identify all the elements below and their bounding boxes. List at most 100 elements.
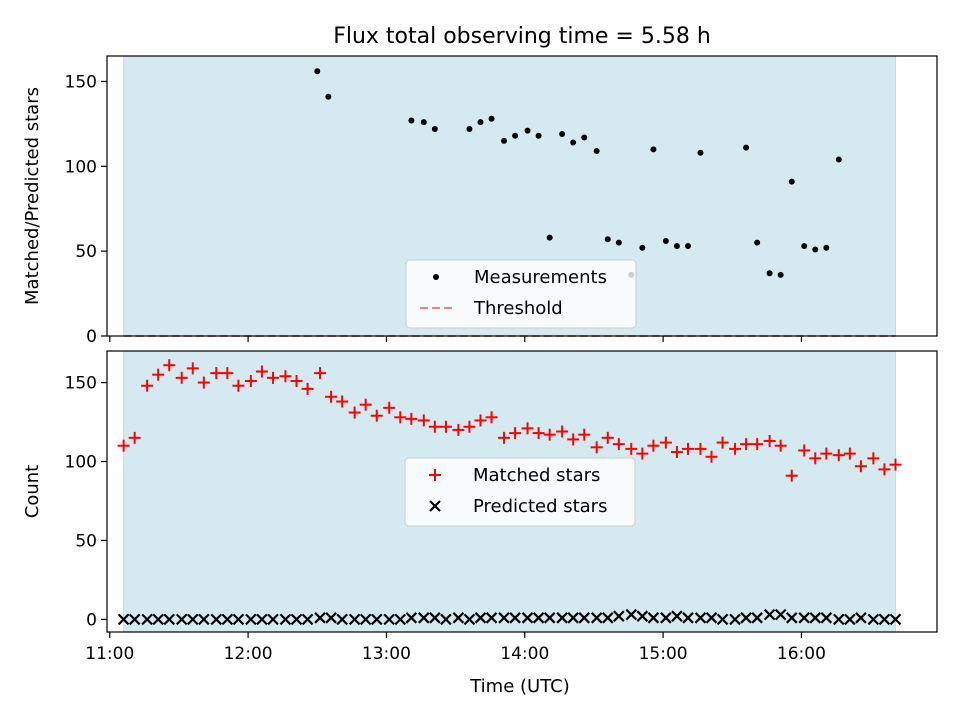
predicted-star-point bbox=[301, 613, 314, 626]
predicted-star-point-b bbox=[878, 613, 891, 626]
y-tick-label: 50 bbox=[75, 242, 97, 262]
matched-star-point bbox=[244, 374, 257, 387]
y-tick-label: 100 bbox=[65, 157, 97, 177]
predicted-star-point-b bbox=[647, 612, 660, 624]
matched-star-point bbox=[383, 401, 396, 414]
predicted-star-point bbox=[671, 610, 683, 622]
predicted-star-point-b bbox=[141, 613, 153, 626]
matched-star-point bbox=[428, 420, 441, 433]
legend-swatch-plus bbox=[429, 469, 441, 481]
measurement-point bbox=[754, 239, 761, 246]
star-count-points bbox=[117, 359, 902, 626]
matched-star-point bbox=[659, 436, 672, 449]
predicted-star-point-b bbox=[578, 612, 591, 624]
predicted-star-point-b bbox=[348, 613, 361, 626]
predicted-star-point bbox=[175, 613, 188, 626]
matched-star-point bbox=[485, 411, 498, 424]
measurement-point bbox=[512, 132, 519, 139]
predicted-star-point bbox=[798, 612, 810, 624]
y-tick-label: 0 bbox=[86, 610, 97, 630]
predicted-star-point bbox=[370, 613, 383, 626]
predicted-star-point bbox=[613, 610, 625, 622]
predicted-star-point bbox=[729, 613, 741, 626]
predicted-star-point bbox=[186, 613, 199, 626]
measurement-point bbox=[581, 134, 588, 141]
matched-star-point bbox=[197, 376, 210, 389]
predicted-star-point bbox=[809, 612, 822, 624]
predicted-star-point bbox=[601, 612, 614, 624]
matched-star-point bbox=[889, 458, 902, 471]
predicted-star-point-b bbox=[301, 613, 314, 626]
legend-label: Threshold bbox=[473, 298, 563, 319]
matched-star-point bbox=[175, 371, 188, 384]
predicted-star-point-b bbox=[394, 613, 407, 626]
predicted-star-point-b bbox=[625, 608, 638, 621]
predicted-star-point bbox=[314, 612, 326, 624]
measurement-point bbox=[488, 115, 495, 122]
matched-star-point bbox=[186, 362, 199, 375]
predicted-star-point-b bbox=[221, 613, 234, 626]
legend-label: Measurements bbox=[474, 267, 607, 288]
matched-star-point bbox=[405, 412, 418, 425]
predicted-star-point-b bbox=[186, 613, 199, 626]
legend-swatch-x-b bbox=[429, 500, 441, 512]
matched-star-point bbox=[729, 442, 742, 455]
chart-title: Flux total observing time = 5.58 h bbox=[333, 24, 711, 49]
predicted-star-point-b bbox=[245, 613, 257, 626]
measurement-point bbox=[604, 236, 611, 243]
matched-star-point bbox=[417, 414, 430, 427]
measurement-point bbox=[501, 137, 508, 144]
predicted-star-point-b bbox=[498, 612, 510, 624]
predicted-star-point-b bbox=[694, 612, 707, 624]
predicted-star-point-b bbox=[163, 613, 176, 626]
predicted-star-point-b bbox=[532, 612, 545, 624]
predicted-star-point bbox=[855, 612, 867, 624]
predicted-star-point bbox=[774, 608, 787, 621]
matched-star-point bbox=[854, 460, 867, 473]
predicted-star-point bbox=[210, 613, 223, 626]
predicted-star-point bbox=[509, 612, 521, 624]
predicted-star-point-b bbox=[763, 608, 776, 621]
matched-star-point bbox=[532, 427, 545, 440]
matched-star-point bbox=[809, 452, 822, 465]
predicted-star-point bbox=[716, 613, 729, 626]
predicted-star-point-b bbox=[325, 612, 337, 624]
predicted-star-point-b bbox=[267, 613, 279, 626]
matched-star-point bbox=[336, 395, 349, 408]
matched-star-point bbox=[452, 423, 465, 436]
measurement-point bbox=[408, 117, 415, 124]
predicted-star-point bbox=[474, 612, 487, 624]
matched-star-point bbox=[774, 439, 787, 452]
predicted-star-point-b bbox=[809, 612, 822, 624]
measurement-point bbox=[697, 149, 704, 156]
y-tick-label: 100 bbox=[65, 453, 97, 473]
predicted-star-point-b bbox=[452, 612, 465, 624]
predicted-star-point-b bbox=[128, 613, 141, 626]
predicted-star-point bbox=[705, 612, 718, 624]
predicted-star-point bbox=[625, 608, 638, 621]
matched-star-point bbox=[232, 379, 245, 392]
predicted-star-point-b bbox=[314, 612, 326, 624]
predicted-star-point bbox=[429, 612, 441, 624]
measurement-point bbox=[524, 127, 531, 134]
measurement-point bbox=[593, 148, 600, 155]
axes-frame bbox=[106, 350, 938, 633]
measurement-point bbox=[325, 93, 332, 100]
predicted-star-point-b bbox=[867, 613, 880, 626]
predicted-star-point bbox=[682, 612, 694, 624]
measurement-point bbox=[650, 146, 657, 153]
predicted-star-point bbox=[590, 612, 603, 624]
predicted-star-point-b bbox=[705, 612, 718, 624]
bottom-legend: Matched stars Predicted stars bbox=[404, 457, 636, 527]
predicted-star-point-b bbox=[636, 610, 649, 622]
matched-star-point bbox=[290, 374, 303, 387]
predicted-star-point-b bbox=[729, 613, 741, 626]
matched-star-point bbox=[221, 367, 234, 380]
measurement-point bbox=[835, 156, 842, 163]
x-tick-label: 11:00 bbox=[85, 644, 134, 664]
predicted-star-point-b bbox=[682, 612, 694, 624]
matched-star-point bbox=[348, 406, 361, 419]
predicted-star-point bbox=[740, 612, 752, 624]
predicted-star-point-b bbox=[474, 612, 487, 624]
